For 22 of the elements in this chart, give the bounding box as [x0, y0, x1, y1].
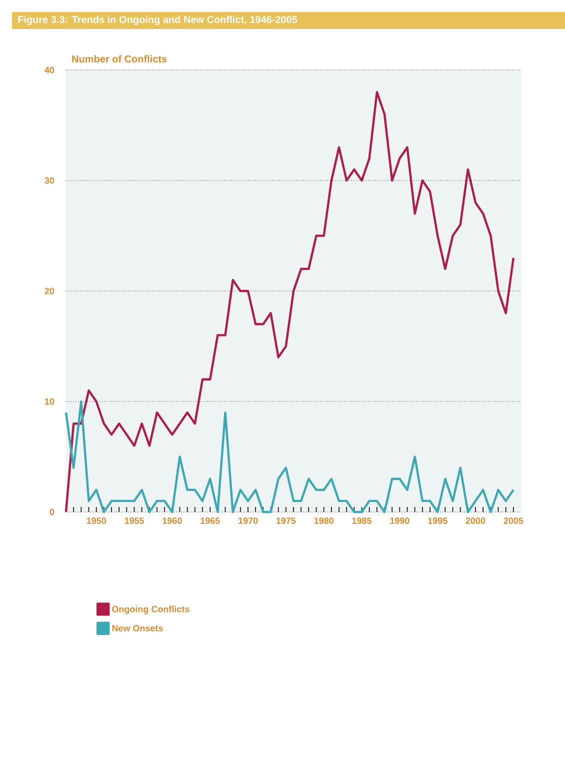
x-tick-label: 1950 [86, 518, 106, 524]
x-tick-label: 1995 [428, 518, 448, 524]
x-tick-label: 1970 [238, 518, 258, 524]
y-tick-label: 0 [50, 508, 54, 516]
chart-title: Figure 3.3: Trends in Ongoing and New Conflict, 1946-2005 [18, 16, 298, 26]
x-tick-label: 1955 [124, 518, 144, 524]
y-tick-label: 40 [44, 66, 54, 74]
x-tick-label: 2000 [466, 518, 486, 524]
x-tick-label: 1975 [276, 518, 296, 524]
x-tick-label: 1990 [390, 518, 410, 524]
x-tick-label: 1965 [200, 518, 220, 524]
x-tick-label: 1980 [314, 518, 334, 524]
x-tick-label: 1985 [352, 518, 372, 524]
y-tick-label: 10 [45, 398, 54, 405]
legend-label: Ongoing Conflicts [112, 606, 190, 614]
y-tick-label: 20 [44, 288, 54, 294]
x-tick-label: 1960 [162, 518, 182, 524]
x-tick-label: 2005 [504, 518, 524, 524]
y-axis-title: Number of Conflicts [72, 55, 167, 62]
line-series [64, 90, 515, 514]
y-tick-label: 30 [44, 177, 54, 184]
legend-label: New Onsets [112, 625, 163, 632]
